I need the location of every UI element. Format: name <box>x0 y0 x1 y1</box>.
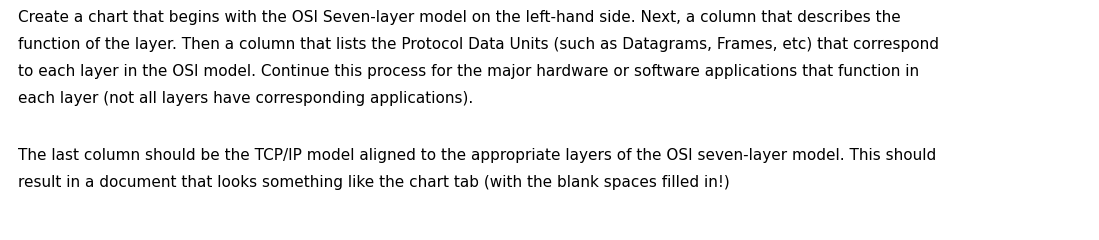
Text: to each layer in the OSI model. Continue this process for the major hardware or : to each layer in the OSI model. Continue… <box>18 64 919 79</box>
Text: function of the layer. Then a column that lists the Protocol Data Units (such as: function of the layer. Then a column tha… <box>18 37 939 52</box>
Text: The last column should be the TCP/IP model aligned to the appropriate layers of : The last column should be the TCP/IP mod… <box>18 148 936 163</box>
Text: Create a chart that begins with the OSI Seven-layer model on the left-hand side.: Create a chart that begins with the OSI … <box>18 10 901 25</box>
Text: result in a document that looks something like the chart tab (with the blank spa: result in a document that looks somethin… <box>18 175 730 190</box>
Text: each layer (not all layers have corresponding applications).: each layer (not all layers have correspo… <box>18 91 474 106</box>
